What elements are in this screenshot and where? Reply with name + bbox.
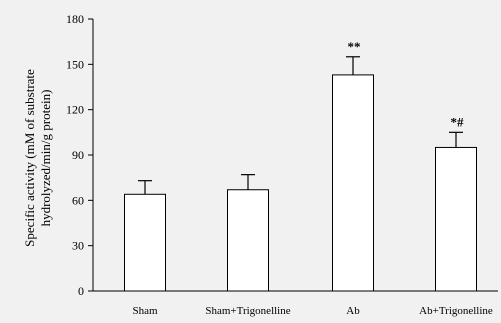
- significance-label-3: **: [348, 39, 361, 54]
- y-tick-label: 180: [66, 12, 84, 26]
- y-tick-label: 60: [72, 193, 84, 207]
- y-axis-label-line-1: Specific activity (mM of substrate: [22, 69, 37, 247]
- y-axis-label: Specific activity (mM of substrate hydro…: [22, 69, 53, 247]
- y-tick-label: 30: [72, 239, 84, 253]
- y-tick-label: 90: [72, 148, 84, 162]
- bar-2: [227, 189, 269, 292]
- x-category-label-3: Ab: [346, 305, 360, 317]
- bar-1: [124, 193, 166, 292]
- bar-3: [332, 74, 374, 292]
- y-axis-label-line-2: hydrolyzed/min/g protein): [38, 90, 53, 227]
- y-tick-label: 150: [66, 57, 84, 71]
- x-category-label-1: Sham: [132, 305, 158, 317]
- bar-4: [435, 146, 477, 292]
- significance-label-4: *#: [451, 114, 465, 129]
- plot-area: 0 30 60 90 120 150 180 Sham Sham+Trigonelline ** A…: [66, 12, 498, 317]
- x-category-label-2: Sham+Trigonelline: [205, 305, 290, 317]
- x-category-label-4: Ab+Trigonelline: [419, 305, 493, 317]
- y-tick-label: 0: [78, 284, 84, 298]
- y-tick-label: 120: [66, 103, 84, 117]
